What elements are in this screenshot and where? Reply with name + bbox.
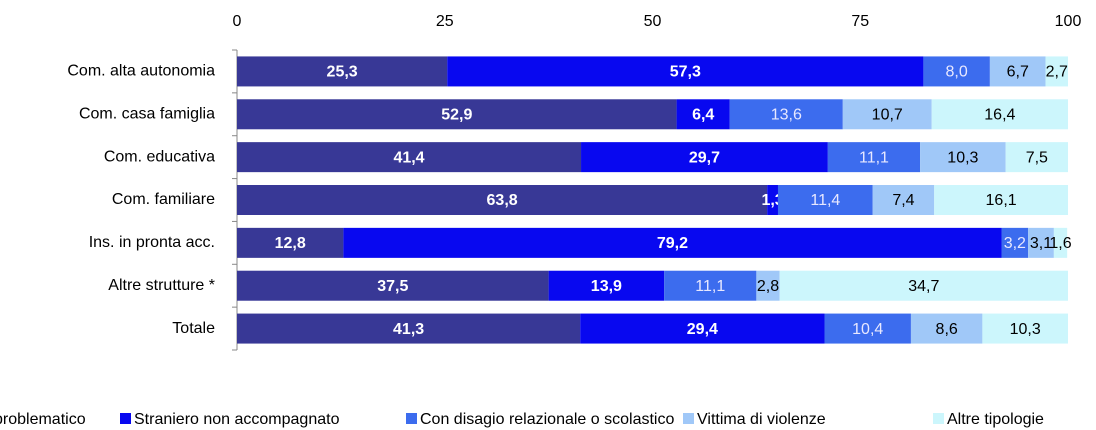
- value-label: 2,8: [757, 278, 779, 295]
- y-tick-label: Ins. in pronta acc.: [89, 234, 215, 251]
- bar-segment: [756, 270, 780, 301]
- value-label: 12,8: [275, 235, 306, 252]
- bar-segment: [237, 313, 581, 344]
- bar-segment: [989, 56, 1046, 87]
- bar-segment: [982, 313, 1068, 344]
- y-tick-label: Altre strutture *: [108, 277, 215, 294]
- bar-segment: [237, 185, 768, 215]
- value-label: 6,7: [1007, 64, 1029, 81]
- bar-segment: [767, 185, 778, 215]
- value-label: 7,5: [1026, 149, 1048, 166]
- bar-segment: [447, 56, 924, 87]
- bar-segment: [343, 227, 1002, 258]
- value-label: 3,1: [1030, 235, 1052, 252]
- value-label: 6,4: [692, 107, 714, 124]
- y-tick-label: Com. educativa: [104, 148, 215, 165]
- bar-segment: [1005, 142, 1068, 173]
- y-tick-label: Com. familiare: [112, 191, 215, 208]
- bar-segment: [1001, 227, 1029, 258]
- bar-segment: [842, 99, 932, 130]
- legend-label: Altre tipologie: [947, 411, 1044, 428]
- legend-label: Straniero non accompagnato: [134, 411, 340, 428]
- bar-segment: [872, 185, 935, 215]
- bar-segment: [581, 142, 828, 173]
- bar-segment: [777, 185, 873, 215]
- value-label: 29,7: [689, 149, 720, 166]
- value-label: 57,3: [670, 64, 701, 81]
- bar-segment: [237, 142, 582, 173]
- value-label: 16,1: [986, 192, 1017, 209]
- value-label: 2,7: [1046, 64, 1068, 81]
- bar-segment: [676, 99, 730, 130]
- value-label: 25,3: [327, 64, 358, 81]
- bar-segment: [1053, 227, 1068, 258]
- value-label: 52,9: [441, 107, 472, 124]
- value-label: 10,4: [852, 321, 883, 338]
- bar-segment: [237, 227, 344, 258]
- legend-label: Con disagio relazionale o scolastico: [420, 411, 674, 428]
- bar-segment: [779, 270, 1068, 301]
- bar-segment: [237, 56, 448, 87]
- x-tick-label: 25: [436, 13, 454, 30]
- bar-segment: [1045, 56, 1068, 87]
- bar-segment: [824, 313, 911, 344]
- bar-segment: [237, 270, 549, 301]
- legend-label: Vittima di violenze: [697, 411, 826, 428]
- value-label: 10,7: [872, 107, 903, 124]
- value-label: 3,2: [1004, 235, 1026, 252]
- value-label: 10,3: [1010, 321, 1041, 338]
- bar-segment: [827, 142, 921, 173]
- bar-segment: [931, 99, 1068, 130]
- bar-segment: [237, 99, 677, 130]
- value-label: 41,3: [393, 321, 424, 338]
- legend-swatch: [406, 413, 417, 424]
- value-label: 11,1: [859, 149, 889, 166]
- y-tick-label: Com. casa famiglia: [79, 106, 215, 123]
- bar-segment: [664, 270, 757, 301]
- y-tick-label: Com. alta autonomia: [67, 63, 215, 80]
- bar-segment: [923, 56, 990, 87]
- bar-segment: [934, 185, 1068, 215]
- value-label: 8,6: [936, 321, 958, 338]
- value-label: 16,4: [984, 107, 1015, 124]
- bar-segment: [580, 313, 825, 344]
- bar-segment: [920, 142, 1006, 173]
- value-label: 13,9: [591, 278, 622, 295]
- x-tick-label: 0: [233, 13, 242, 30]
- value-label: 10,3: [947, 149, 978, 166]
- value-label: 7,4: [892, 192, 914, 209]
- value-label: 37,5: [377, 278, 408, 295]
- bar-segment: [548, 270, 665, 301]
- value-label: 79,2: [657, 235, 688, 252]
- value-label: 8,0: [946, 64, 968, 81]
- legend-swatch: [933, 413, 944, 424]
- x-tick-label: 50: [644, 13, 662, 30]
- value-label: 11,1: [695, 278, 725, 295]
- value-label: 13,6: [771, 107, 802, 124]
- bar-segment: [910, 313, 983, 344]
- x-tick-label: 75: [851, 13, 869, 30]
- value-label: 29,4: [687, 321, 718, 338]
- value-label: 1,6: [1049, 235, 1071, 252]
- value-label: 63,8: [487, 192, 518, 209]
- x-tick-label: 100: [1055, 13, 1082, 30]
- legend-label: problematico: [0, 411, 86, 428]
- value-label: 34,7: [908, 278, 939, 295]
- bar-segment: [1028, 227, 1054, 258]
- legend-swatch: [120, 413, 131, 424]
- bar-segment: [729, 99, 843, 130]
- value-label: 41,4: [393, 149, 424, 166]
- y-tick-label: Totale: [172, 320, 215, 337]
- legend-swatch: [683, 413, 694, 424]
- value-label: 11,4: [810, 192, 840, 209]
